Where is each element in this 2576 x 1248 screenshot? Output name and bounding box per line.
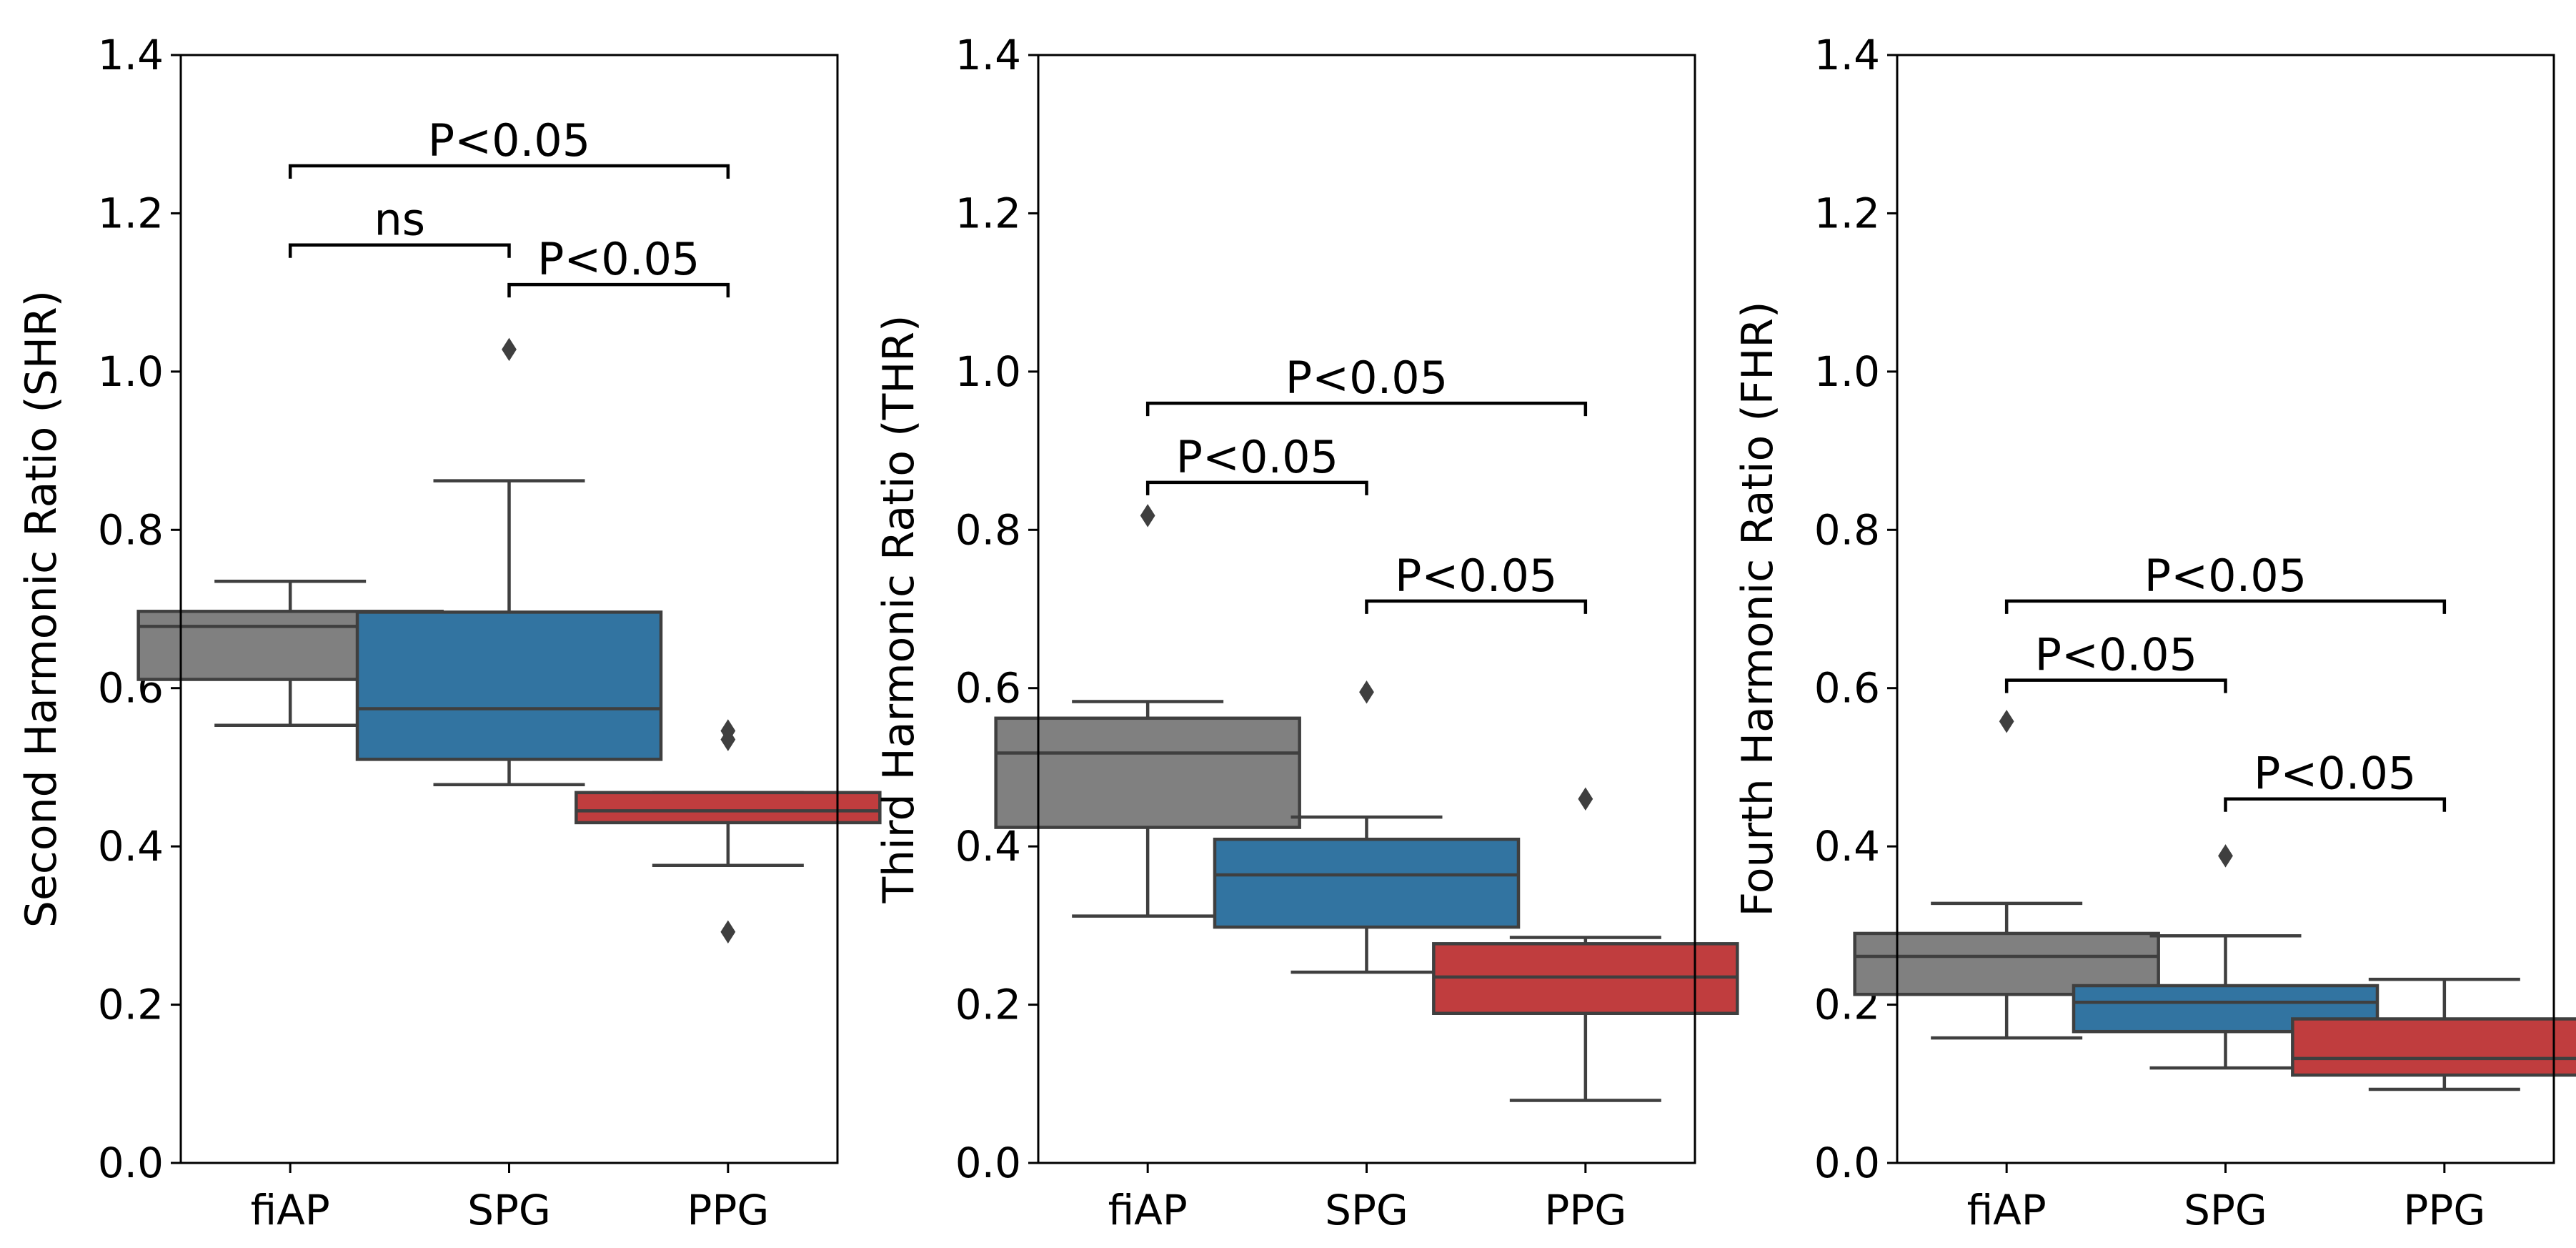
- bracket-line: [2004, 678, 2227, 693]
- y-tick-label: 1.0: [955, 347, 1021, 396]
- significance-label: P<0.05: [1285, 352, 1448, 404]
- plot-frame: [1896, 54, 2555, 1164]
- significance-bracket: P<0.05: [507, 233, 730, 298]
- y-axis-title: Fourth Harmonic Ratio (FHR): [1733, 301, 1783, 916]
- panel-2: 0.0 0.2 0.4 0.6 0.8 1.0 1.2 1.4 Third Harmonic R…: [874, 31, 1739, 1234]
- significance-label: P<0.05: [2254, 748, 2416, 800]
- iqr-box: [575, 791, 882, 825]
- bracket-line: [1145, 480, 1368, 495]
- y-tick-label: 0.4: [98, 822, 164, 871]
- y-tick-label: 0.8: [1814, 505, 1880, 554]
- outlier-point: [1359, 680, 1374, 704]
- x-tick-label-spg: SPG: [467, 1186, 551, 1234]
- y-tick-label: 0.4: [955, 822, 1021, 871]
- outlier-point: [502, 337, 517, 362]
- box-fiap: [994, 504, 1301, 918]
- outlier-point: [1999, 709, 2014, 733]
- significance-label: P<0.05: [1176, 431, 1338, 483]
- y-tick-label: 1.4: [98, 31, 164, 79]
- y-tick-label: 0.0: [955, 1139, 1021, 1187]
- plot-frame: [179, 54, 839, 1164]
- box-spg: [355, 337, 663, 787]
- significance-bracket: P<0.05: [288, 114, 730, 179]
- y-tick-label: 0.0: [98, 1139, 164, 1187]
- y-tick-label: 0.8: [955, 505, 1021, 554]
- outlier-point: [720, 920, 736, 944]
- x-tick-label-spg: SPG: [1325, 1186, 1408, 1234]
- box-spg: [1213, 680, 1521, 974]
- x-tick-label-fiap: fiAP: [251, 1186, 330, 1234]
- y-axis-title: Third Harmonic Ratio (THR): [874, 315, 924, 904]
- y-tick-label: 0.0: [1814, 1139, 1880, 1187]
- iqr-box: [994, 716, 1301, 829]
- bracket-line: [288, 243, 511, 258]
- outlier-point: [720, 728, 736, 751]
- y-tick-label: 1.4: [1814, 31, 1880, 79]
- y-tick-label: 0.2: [955, 981, 1021, 1029]
- box-ppg: [1432, 787, 1739, 1102]
- y-tick-label: 1.2: [955, 189, 1021, 237]
- bracket-line: [2004, 599, 2447, 614]
- outlier-point: [2218, 844, 2233, 868]
- bracket-line: [507, 282, 730, 298]
- significance-bracket: ns: [288, 194, 511, 258]
- significance-label: P<0.05: [1395, 550, 1557, 602]
- significance-label: ns: [374, 194, 426, 246]
- box-ppg: [2291, 977, 2576, 1091]
- outlier-point: [1140, 504, 1155, 528]
- y-tick-label: 0.8: [98, 505, 164, 554]
- significance-label: P<0.05: [537, 233, 700, 285]
- y-tick-label: 1.4: [955, 31, 1021, 79]
- iqr-box: [2291, 1017, 2576, 1077]
- y-tick-label: 0.6: [1814, 664, 1880, 713]
- bracket-line: [1145, 401, 1588, 417]
- y-tick-label: 1.2: [1814, 189, 1880, 237]
- y-tick-label: 0.2: [98, 981, 164, 1029]
- x-tick-label-ppg: PPG: [687, 1186, 769, 1234]
- significance-bracket: P<0.05: [1145, 352, 1588, 417]
- iqr-box: [1213, 837, 1521, 929]
- x-tick-label-spg: SPG: [2184, 1186, 2267, 1234]
- y-tick-label: 1.2: [98, 189, 164, 237]
- significance-bracket: P<0.05: [1145, 431, 1368, 495]
- significance-label: P<0.05: [2035, 629, 2197, 681]
- significance-bracket: P<0.05: [2004, 629, 2227, 693]
- y-tick-label: 1.0: [98, 347, 164, 396]
- x-tick-label-ppg: PPG: [1544, 1186, 1626, 1234]
- outlier-point: [1578, 787, 1593, 811]
- x-tick-label-ppg: PPG: [2403, 1186, 2485, 1234]
- significance-bracket: P<0.05: [2224, 748, 2447, 812]
- y-tick-label: 0.6: [955, 664, 1021, 713]
- box-ppg: [575, 719, 882, 944]
- plot-frame: [1037, 54, 1696, 1164]
- iqr-box: [355, 610, 663, 761]
- y-tick-label: 0.4: [1814, 822, 1880, 871]
- x-tick-label-fiap: fiAP: [1108, 1186, 1188, 1234]
- bracket-line: [1365, 599, 1588, 614]
- significance-label: P<0.05: [2144, 550, 2307, 602]
- y-tick-label: 1.0: [1814, 347, 1880, 396]
- bracket-line: [288, 164, 730, 179]
- y-axis-title: Second Harmonic Ratio (SHR): [16, 290, 66, 928]
- significance-label: P<0.05: [428, 114, 590, 167]
- significance-bracket: P<0.05: [1365, 550, 1588, 614]
- significance-bracket: P<0.05: [2004, 550, 2447, 614]
- x-tick-label-fiap: fiAP: [1967, 1186, 2047, 1234]
- bracket-line: [2224, 797, 2447, 812]
